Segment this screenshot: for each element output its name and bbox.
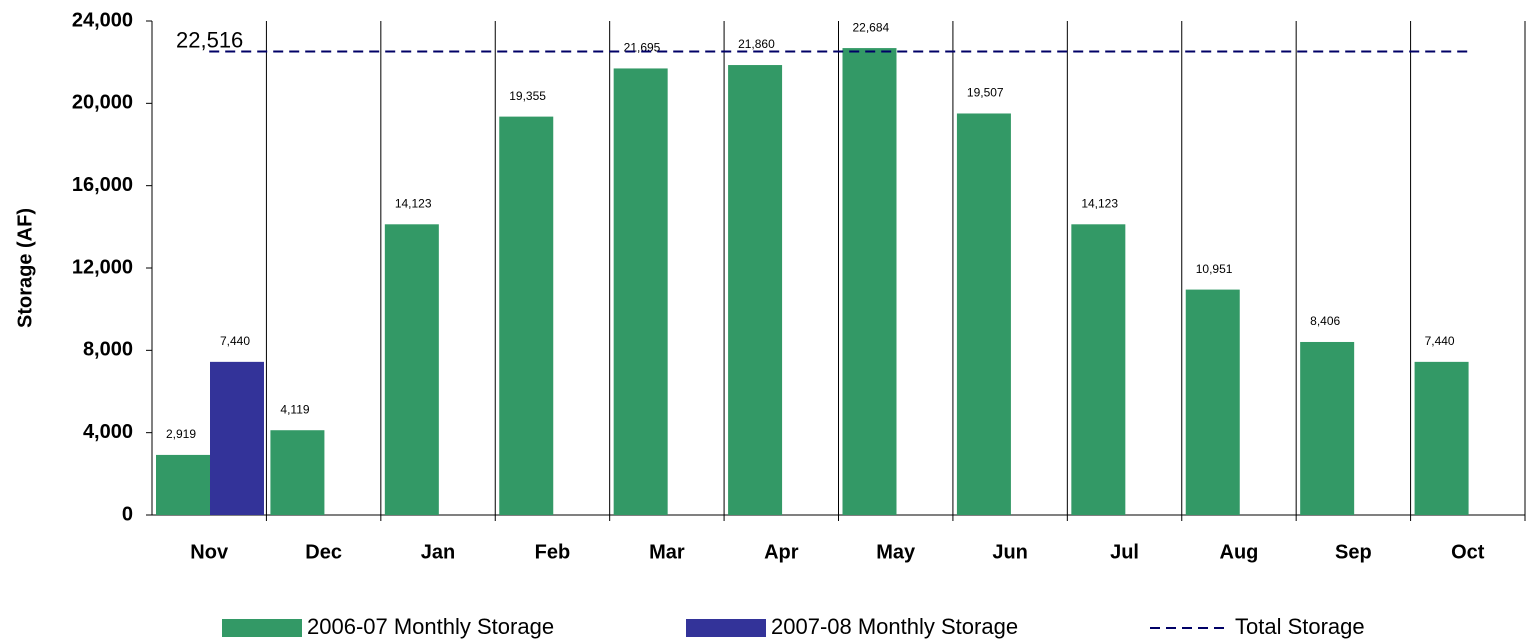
legend-swatch (222, 619, 302, 637)
x-tick-label: Nov (190, 541, 229, 563)
y-tick-label: 20,000 (72, 92, 133, 114)
data-label: 14,123 (395, 196, 432, 210)
data-label: 2,919 (166, 427, 196, 441)
x-tick-label: Oct (1451, 541, 1485, 563)
bar (1414, 361, 1469, 515)
bar (842, 48, 897, 515)
y-tick-label: 12,000 (72, 256, 133, 278)
x-tick-label: Aug (1220, 541, 1259, 563)
x-tick-label: Jul (1110, 541, 1139, 563)
data-label: 7,440 (1425, 334, 1455, 348)
x-tick-label: Jan (421, 541, 455, 563)
data-label: 4,119 (280, 402, 309, 416)
legend-swatch (686, 619, 766, 637)
x-tick-label: Apr (764, 541, 799, 563)
bar (956, 113, 1011, 515)
data-label: 14,123 (1081, 196, 1118, 210)
data-label: 22,684 (853, 20, 890, 34)
bar (499, 116, 554, 515)
bar (210, 361, 264, 515)
x-tick-label: Feb (535, 541, 571, 563)
data-label: 7,440 (220, 334, 250, 348)
reference-label: 22,516 (176, 27, 243, 52)
x-tick-label: Mar (649, 541, 685, 563)
data-label: 19,355 (509, 89, 546, 103)
bar (1071, 224, 1126, 516)
y-axis-title: Storage (AF) (14, 208, 36, 328)
y-tick-label: 8,000 (83, 339, 133, 361)
x-tick-label: Jun (992, 541, 1028, 563)
y-tick-label: 24,000 (72, 9, 133, 31)
data-label: 21,860 (738, 37, 775, 51)
bar (1300, 341, 1355, 515)
y-tick-label: 0 (122, 503, 133, 525)
bar (384, 224, 439, 516)
data-label: 19,507 (967, 86, 1004, 100)
bar (156, 454, 210, 515)
bar (728, 65, 783, 515)
x-tick-label: May (876, 541, 916, 563)
y-tick-label: 4,000 (83, 421, 133, 443)
legend-label: 2007-08 Monthly Storage (771, 614, 1018, 639)
data-label: 8,406 (1310, 314, 1340, 328)
y-tick-label: 16,000 (72, 174, 133, 196)
bar (1185, 289, 1240, 515)
legend-label: 2006-07 Monthly Storage (307, 614, 554, 639)
bar (270, 430, 325, 515)
x-tick-label: Sep (1335, 541, 1372, 563)
data-label: 10,951 (1196, 262, 1233, 276)
x-tick-label: Dec (305, 541, 342, 563)
legend-label: Total Storage (1235, 614, 1365, 639)
bar (613, 68, 668, 515)
